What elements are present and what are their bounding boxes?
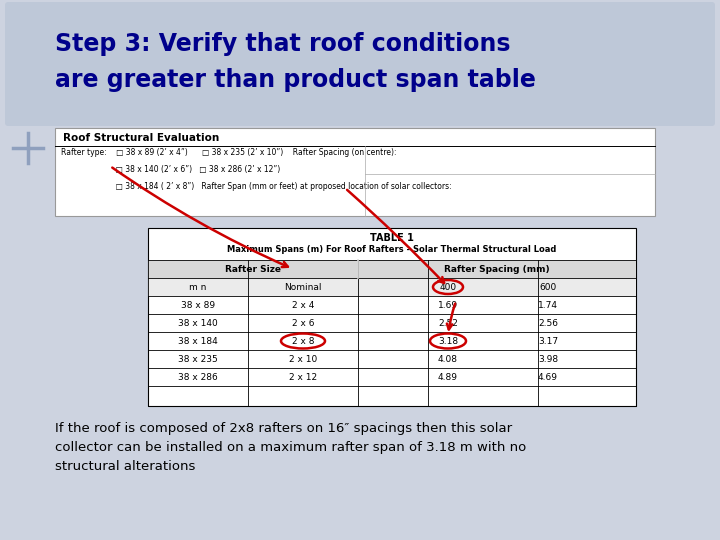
Text: 4.69: 4.69 bbox=[538, 373, 558, 381]
Text: 38 x 184: 38 x 184 bbox=[178, 336, 218, 346]
Text: TABLE 1: TABLE 1 bbox=[370, 233, 414, 243]
Text: Step 3: Verify that roof conditions: Step 3: Verify that roof conditions bbox=[55, 32, 510, 56]
FancyBboxPatch shape bbox=[148, 228, 636, 406]
Text: 2 x 10: 2 x 10 bbox=[289, 354, 317, 363]
Text: 4.89: 4.89 bbox=[438, 373, 458, 381]
Text: 2 x 4: 2 x 4 bbox=[292, 300, 314, 309]
Text: 38 x 89: 38 x 89 bbox=[181, 300, 215, 309]
Text: 38 x 286: 38 x 286 bbox=[178, 373, 218, 381]
Text: 2 x 8: 2 x 8 bbox=[292, 336, 314, 346]
Text: 3.17: 3.17 bbox=[538, 336, 558, 346]
FancyBboxPatch shape bbox=[55, 128, 655, 216]
Text: 1.74: 1.74 bbox=[538, 300, 558, 309]
Text: 1.69: 1.69 bbox=[438, 300, 458, 309]
Text: 4.08: 4.08 bbox=[438, 354, 458, 363]
Text: 38 x 235: 38 x 235 bbox=[178, 354, 218, 363]
Text: 2 x 12: 2 x 12 bbox=[289, 373, 317, 381]
Text: are greater than product span table: are greater than product span table bbox=[55, 68, 536, 92]
Text: Nominal: Nominal bbox=[284, 282, 322, 292]
Text: □ 38 x 184 ( 2’ x 8”)   Rafter Span (mm or feet) at proposed location of solar c: □ 38 x 184 ( 2’ x 8”) Rafter Span (mm or… bbox=[61, 182, 451, 191]
Text: Roof Structural Evaluation: Roof Structural Evaluation bbox=[63, 133, 220, 143]
FancyBboxPatch shape bbox=[5, 2, 715, 126]
Text: 2.52: 2.52 bbox=[438, 319, 458, 327]
Text: 38 x 140: 38 x 140 bbox=[178, 319, 218, 327]
Text: 3.18: 3.18 bbox=[438, 336, 458, 346]
Text: 600: 600 bbox=[539, 282, 557, 292]
Text: Rafter Size: Rafter Size bbox=[225, 265, 281, 273]
Text: 2 x 6: 2 x 6 bbox=[292, 319, 314, 327]
Bar bbox=[148, 260, 636, 278]
Text: Maximum Spans (m) For Roof Rafters - Solar Thermal Structural Load: Maximum Spans (m) For Roof Rafters - Sol… bbox=[228, 245, 557, 254]
Text: If the roof is composed of 2x8 rafters on 16″ spacings then this solar
collector: If the roof is composed of 2x8 rafters o… bbox=[55, 422, 526, 473]
Bar bbox=[148, 278, 636, 296]
Text: 3.98: 3.98 bbox=[538, 354, 558, 363]
Text: Rafter Spacing (mm): Rafter Spacing (mm) bbox=[444, 265, 550, 273]
Text: 2.56: 2.56 bbox=[538, 319, 558, 327]
Text: 400: 400 bbox=[439, 282, 456, 292]
Text: Rafter type:    □ 38 x 89 (2’ x 4”)      □ 38 x 235 (2’ x 10”)    Rafter Spacing: Rafter type: □ 38 x 89 (2’ x 4”) □ 38 x … bbox=[61, 148, 397, 157]
Text: □ 38 x 140 (2’ x 6”)   □ 38 x 286 (2’ x 12”): □ 38 x 140 (2’ x 6”) □ 38 x 286 (2’ x 12… bbox=[61, 165, 280, 174]
Text: m n: m n bbox=[189, 282, 207, 292]
